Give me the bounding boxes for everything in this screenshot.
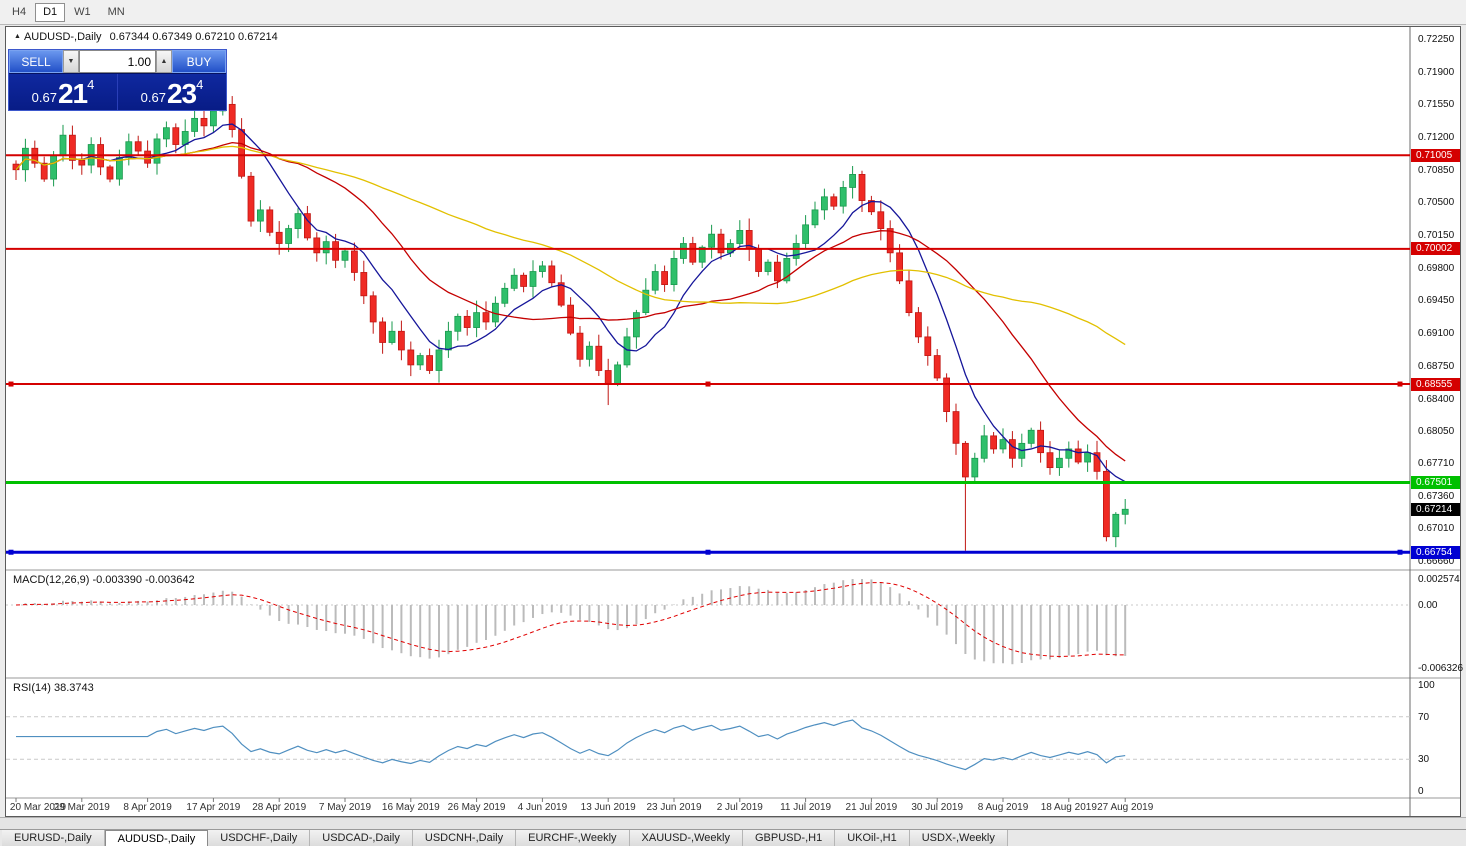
buy-button[interactable]: BUY: [172, 50, 226, 73]
chart-tab-xauusd-weekly[interactable]: XAUUSD-,Weekly: [629, 830, 743, 846]
symbol-marker-icon: ▲: [14, 33, 21, 40]
buy-quote[interactable]: 0.67 23 4: [117, 74, 226, 110]
date-label: 30 Jul 2019: [911, 802, 964, 813]
level-price-label: 0.67501: [1411, 475, 1460, 489]
trade-panel-controls: SELL ▼ ▲ BUY: [9, 50, 226, 73]
macd-indicator-label: MACD(12,26,9) -0.003390 -0.003642: [13, 574, 195, 586]
price-tick-label: 0.68750: [1418, 360, 1455, 372]
macd-tick-label: -0.006326: [1418, 663, 1464, 674]
trade-panel-quotes: 0.67 21 4 0.67 23 4: [9, 73, 226, 110]
rsi-tick-label: 70: [1418, 711, 1430, 723]
price-tick-label: 0.71200: [1418, 132, 1455, 144]
chart-canvas[interactable]: [6, 27, 1460, 816]
chart-tab-eurusd-daily[interactable]: EURUSD-,Daily: [2, 830, 105, 846]
rsi-tick-label: 30: [1418, 754, 1430, 766]
price-tick-label: 0.68050: [1418, 426, 1455, 438]
date-label: 29 Mar 2019: [53, 802, 110, 813]
chart-tab-audusd-daily[interactable]: AUDUSD-,Daily: [104, 830, 209, 846]
price-tick-label: 0.70500: [1418, 197, 1455, 209]
date-label: 17 Apr 2019: [186, 802, 241, 813]
price-tick-label: 0.69800: [1418, 262, 1455, 274]
time-axis[interactable]: 20 Mar 2019 29 Mar 2019 8 Apr 2019 17 Apr 2…: [6, 799, 1410, 816]
date-label: 16 May 2019: [381, 802, 440, 813]
buy-price-prefix: 0.67: [140, 90, 166, 105]
date-label: 28 Apr 2019: [252, 802, 307, 813]
date-label: 11 Jul 2019: [780, 802, 832, 813]
price-tick-label: 0.66660: [1418, 556, 1455, 567]
chart-tab-gbpusd-h1[interactable]: GBPUSD-,H1: [742, 830, 836, 846]
price-tick-label: 0.67710: [1418, 457, 1455, 469]
sell-button[interactable]: SELL: [9, 50, 63, 73]
sell-quote[interactable]: 0.67 21 4: [9, 74, 117, 110]
one-click-trade-panel: SELL ▼ ▲ BUY 0.67 21 4 0.67 23 4: [8, 49, 227, 111]
sell-price-prefix: 0.67: [31, 90, 57, 105]
timeframe-button-d1[interactable]: D1: [35, 2, 66, 22]
macd-tick-label: 0.002574: [1418, 574, 1460, 585]
date-label: 21 Jul 2019: [845, 802, 898, 813]
price-tick-label: 0.67360: [1418, 490, 1455, 502]
rsi-tick-label: 0: [1418, 786, 1424, 797]
timeframe-button-mn[interactable]: MN: [107, 5, 125, 18]
buy-price-big: 23: [166, 78, 197, 109]
chart-tab-ukoil-h1[interactable]: UKOil-,H1: [835, 830, 910, 846]
price-tick-label: 0.72250: [1418, 34, 1455, 45]
price-tick-label: 0.67010: [1418, 523, 1455, 535]
chart-ohlc-values: 0.67344 0.67349 0.67210 0.67214: [109, 31, 278, 43]
volume-input[interactable]: [79, 50, 156, 73]
timeframe-button-h4[interactable]: H4: [12, 5, 27, 18]
current-price-label: 0.67214: [1411, 502, 1460, 516]
chart-title: ▲ AUDUSD-,Daily 0.67344 0.67349 0.67210 0.…: [14, 31, 278, 43]
date-label: 23 Jun 2019: [646, 802, 702, 813]
volume-dropdown-icon[interactable]: ▼: [63, 50, 79, 73]
buy-price-sup: 4: [196, 77, 204, 92]
price-tick-label: 0.71900: [1418, 66, 1455, 78]
price-tick-label: 0.69100: [1418, 328, 1455, 340]
chart-symbol-label: AUDUSD-,Daily: [23, 31, 102, 43]
sell-price-big: 21: [57, 78, 88, 109]
price-axis[interactable]: 0.72250 0.71900 0.71550 0.71200 0.70850 0.705…: [1411, 27, 1464, 816]
sell-price-sup: 4: [87, 77, 95, 92]
date-label: 27 Aug 2019: [1097, 802, 1154, 813]
level-price-label: 0.68555: [1411, 377, 1460, 391]
chart-tab-usdchf-daily[interactable]: USDCHF-,Daily: [208, 830, 311, 846]
date-label: 26 May 2019: [447, 802, 506, 813]
chart-scroll-strip[interactable]: [0, 817, 1466, 829]
chart-tab-eurchf-weekly[interactable]: EURCHF-,Weekly: [516, 830, 630, 846]
chart-tabs-bar: EURUSD-,Daily AUDUSD-,Daily USDCHF-,Daily U…: [0, 829, 1466, 846]
date-label: 18 Aug 2019: [1040, 802, 1097, 813]
date-label: 13 Jun 2019: [580, 802, 636, 813]
level-price-label: 0.71005: [1411, 148, 1460, 162]
date-label: 20 Mar 2019: [9, 802, 67, 813]
chart-window: ▲ AUDUSD-,Daily 0.67344 0.67349 0.67210 0.…: [5, 26, 1464, 817]
macd-tick-label: 0.00: [1418, 600, 1438, 612]
volume-increase-icon[interactable]: ▲: [156, 50, 172, 73]
chart-tab-usdcnh-daily[interactable]: USDCNH-,Daily: [412, 830, 517, 846]
date-label: 8 Apr 2019: [123, 802, 172, 813]
chart-tab-usdx-weekly[interactable]: USDX-,Weekly: [909, 830, 1008, 846]
level-price-label: 0.66754: [1411, 545, 1460, 559]
rsi-tick-label: 100: [1418, 680, 1435, 691]
price-tick-label: 0.70850: [1418, 164, 1455, 176]
level-price-label: 0.70002: [1411, 242, 1460, 256]
rsi-indicator-label: RSI(14) 38.3743: [13, 682, 94, 694]
chart-tab-usdcad-daily[interactable]: USDCAD-,Daily: [310, 830, 413, 846]
price-tick-label: 0.68400: [1418, 393, 1455, 405]
price-tick-label: 0.71550: [1418, 99, 1455, 111]
date-label: 2 Jul 2019: [716, 802, 763, 813]
date-label: 4 Jun 2019: [517, 802, 568, 813]
timeframe-button-w1[interactable]: W1: [74, 5, 91, 18]
price-tick-label: 0.69450: [1418, 295, 1455, 307]
date-label: 8 Aug 2019: [977, 802, 1029, 813]
price-tick-label: 0.70150: [1418, 230, 1455, 242]
timeframe-toolbar: H4 D1 W1 MN: [0, 0, 1466, 25]
date-label: 7 May 2019: [318, 802, 372, 813]
